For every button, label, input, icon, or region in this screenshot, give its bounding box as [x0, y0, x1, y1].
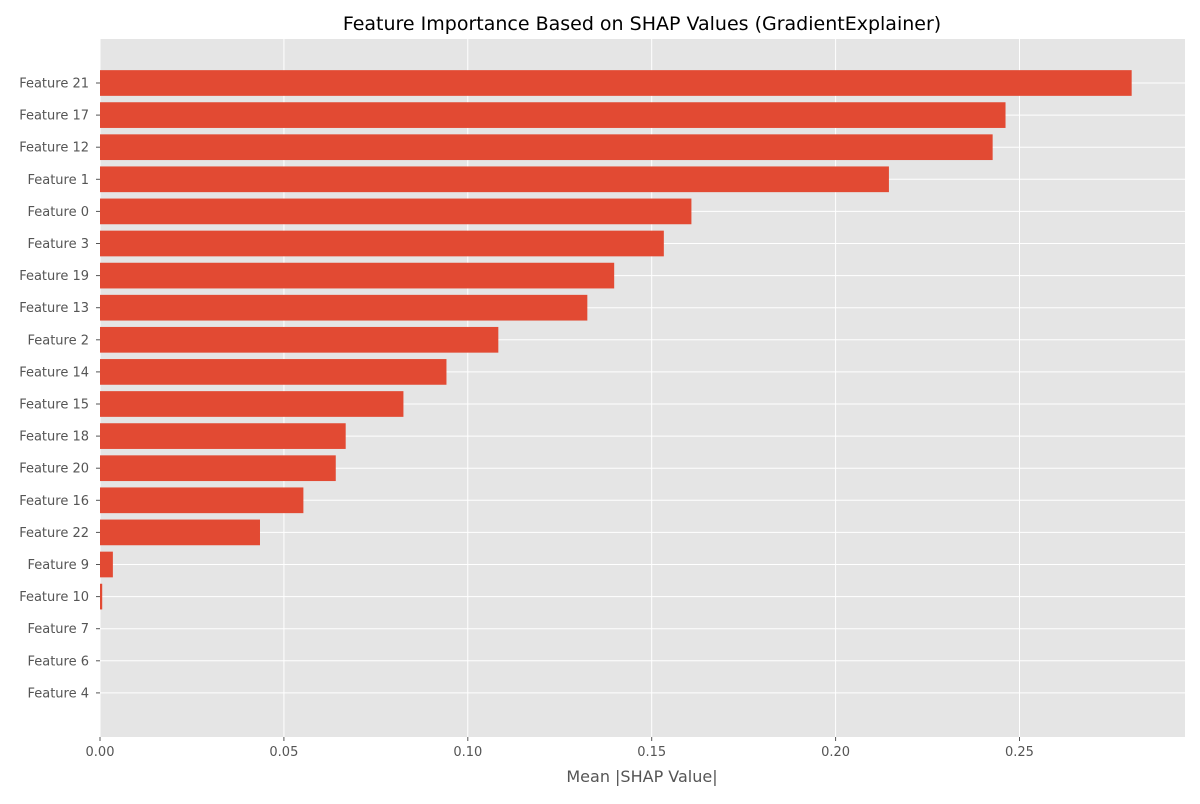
x-tick-label: 0.20: [821, 745, 850, 760]
x-tick-label: 0.15: [637, 745, 666, 760]
y-tick-label: Feature 10: [19, 590, 89, 605]
y-tick-label: Feature 4: [27, 686, 89, 701]
bar-feature-13: [100, 294, 588, 321]
bar-feature-21: [100, 70, 1132, 96]
bar-feature-10: [100, 583, 103, 610]
bar-feature-14: [100, 359, 447, 385]
y-tick-label: Feature 2: [27, 333, 89, 348]
bar-feature-9: [100, 551, 113, 578]
y-tick-label: Feature 19: [19, 269, 89, 284]
bar-feature-12: [100, 134, 993, 161]
y-tick-label: Feature 22: [19, 526, 89, 541]
y-tick-label: Feature 7: [27, 622, 89, 637]
y-tick-label: Feature 18: [19, 430, 89, 445]
bar-feature-18: [100, 423, 346, 449]
x-tick-label: 0.25: [1005, 745, 1034, 760]
x-tick-label: 0.05: [269, 745, 298, 760]
bar-feature-17: [100, 102, 1006, 128]
y-tick-label: Feature 0: [27, 205, 89, 220]
y-tick-label: Feature 15: [19, 398, 89, 413]
y-tick-labels: Feature 21 Feature 17 Feature 12 Feature 1 F…: [19, 77, 100, 701]
y-tick-label: Feature 16: [19, 494, 89, 509]
bar-feature-2: [100, 326, 499, 353]
x-tick-label: 0.00: [86, 745, 115, 760]
y-tick-label: Feature 14: [19, 365, 89, 380]
y-tick-label: Feature 3: [27, 237, 89, 252]
bar-feature-20: [100, 455, 336, 482]
bar-feature-1: [100, 166, 889, 193]
y-tick-label: Feature 20: [19, 462, 89, 477]
chart-title: Feature Importance Based on SHAP Values …: [343, 13, 941, 35]
x-tick-label: 0.10: [453, 745, 482, 760]
bar-feature-3: [100, 230, 664, 257]
y-tick-label: Feature 17: [19, 109, 89, 124]
bar-feature-15: [100, 391, 404, 417]
bar-feature-16: [100, 487, 304, 514]
y-tick-label: Feature 13: [19, 301, 89, 316]
y-tick-label: Feature 21: [19, 77, 89, 92]
bar-feature-22: [100, 519, 260, 546]
bar-feature-0: [100, 198, 692, 225]
bar-feature-19: [100, 262, 615, 289]
y-tick-label: Feature 9: [27, 558, 89, 573]
y-tick-label: Feature 6: [27, 654, 89, 669]
bars: [100, 70, 1132, 610]
x-axis-label: Mean |SHAP Value|: [566, 767, 717, 786]
y-tick-label: Feature 12: [19, 141, 89, 156]
x-tick-labels: 0.00 0.05 0.10 0.15 0.20 0.25: [86, 737, 1034, 760]
y-tick-label: Feature 1: [27, 173, 89, 188]
